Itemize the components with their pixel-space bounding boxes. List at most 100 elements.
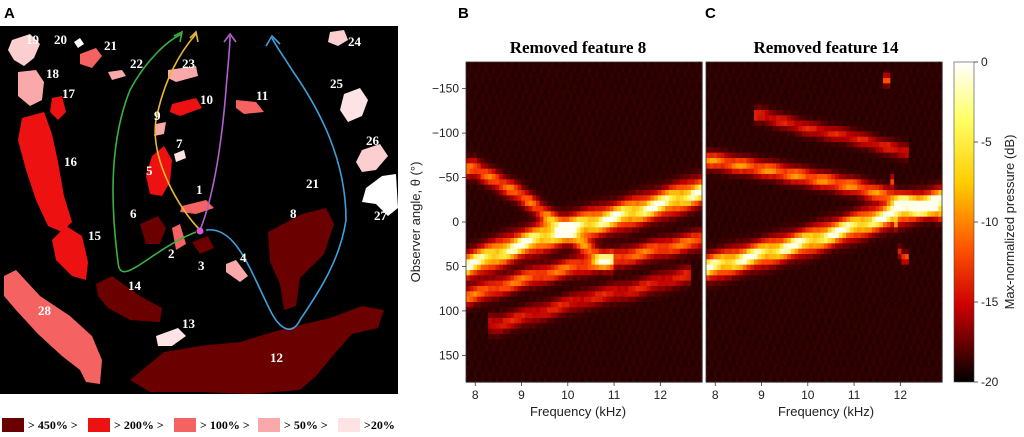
heatmap-cell <box>591 115 596 122</box>
heatmap-cell <box>528 318 533 324</box>
heatmap-cell <box>536 355 541 362</box>
heatmap-cell <box>735 78 740 84</box>
heatmap-cell <box>513 238 519 244</box>
heatmap-cell <box>606 88 611 95</box>
heatmap-cell <box>654 142 659 148</box>
heatmap-cell <box>713 99 718 106</box>
heatmap-cell <box>742 259 748 266</box>
heatmap-cell <box>528 195 533 202</box>
heatmap-cell <box>606 174 611 180</box>
heatmap-cell <box>731 94 737 100</box>
heatmap-cell <box>595 195 600 202</box>
heatmap-cell <box>502 366 508 372</box>
heatmap-cell <box>572 147 578 154</box>
heatmap-cell <box>572 270 578 276</box>
heatmap-cell <box>728 275 733 282</box>
heatmap-cell <box>757 152 762 159</box>
heatmap-cell <box>757 264 762 271</box>
heatmap-cell <box>643 120 648 127</box>
heatmap-cell <box>739 286 744 292</box>
heatmap-cell <box>510 131 515 138</box>
heatmap-cell <box>750 67 755 74</box>
heatmap-cell <box>617 152 622 159</box>
heatmap-cell <box>484 142 489 148</box>
heatmap-cell <box>720 312 726 319</box>
heatmap-cell <box>547 328 552 335</box>
legend-swatch <box>338 418 360 432</box>
heatmap-cell <box>558 302 563 308</box>
heatmap-cell <box>521 238 526 244</box>
heatmap-cell <box>609 115 615 122</box>
heatmap-cell <box>631 184 637 191</box>
heatmap-cell <box>565 254 570 260</box>
heatmap-cell <box>477 152 482 159</box>
heatmap-cell <box>661 131 666 138</box>
heatmap-cell <box>565 110 570 116</box>
heatmap-cell <box>709 344 714 351</box>
heatmap-cell <box>543 275 548 282</box>
heatmap-cell <box>602 152 607 159</box>
heatmap-cell <box>539 344 545 351</box>
heatmap-cell <box>499 72 504 79</box>
heatmap-cell <box>591 296 596 303</box>
heatmap-cell <box>717 67 722 74</box>
heatmap-cell <box>724 94 729 100</box>
heatmap-cell <box>539 366 545 372</box>
heatmap-cell <box>495 158 500 164</box>
heatmap-cell <box>561 195 567 202</box>
heatmap-cell <box>720 99 726 106</box>
heatmap-cell <box>580 328 585 335</box>
heatmap-cell <box>517 254 522 260</box>
heatmap-cell <box>709 211 714 218</box>
heatmap-cell <box>624 195 629 202</box>
heatmap-cell <box>628 376 633 383</box>
heatmap-cell <box>679 206 685 212</box>
heatmap-cell <box>547 334 552 340</box>
heatmap-cell <box>517 238 522 244</box>
heatmap-cell <box>620 366 626 372</box>
heatmap-cell <box>595 291 600 298</box>
heatmap-cell <box>639 136 644 143</box>
heatmap-cell <box>724 254 729 260</box>
heatmap-cell <box>609 296 615 303</box>
heatmap-cell <box>510 200 515 207</box>
heatmap-cell <box>706 104 711 111</box>
heatmap-cell <box>499 238 504 244</box>
heatmap-cell <box>587 110 592 116</box>
heatmap-cell <box>525 302 530 308</box>
heatmap-cell <box>646 78 651 84</box>
heatmap-cell <box>606 62 611 68</box>
heatmap-cell <box>728 302 733 308</box>
heatmap-cell <box>584 366 589 372</box>
heatmap-cell <box>480 312 486 319</box>
heatmap-cell <box>595 227 600 234</box>
heatmap-cell <box>665 344 670 351</box>
blue-path <box>205 37 347 330</box>
heatmap-cell <box>683 275 688 282</box>
heatmap-cell <box>558 99 563 106</box>
heatmap-cell <box>742 110 748 116</box>
heatmap-cell <box>720 216 726 223</box>
heatmap-cell <box>502 115 508 122</box>
heatmap-cell <box>525 120 530 127</box>
heatmap-cell <box>572 232 578 239</box>
heatmap-cell <box>668 227 674 234</box>
heatmap-cell <box>558 275 563 282</box>
heatmap-cell <box>606 339 611 346</box>
heatmap-cell <box>661 222 666 228</box>
heatmap-cell <box>572 264 578 271</box>
heatmap-cell <box>679 366 685 372</box>
heatmap-cell <box>539 190 545 196</box>
heatmap-cell <box>488 115 493 122</box>
heatmap-cell <box>753 286 759 292</box>
heatmap-cell <box>565 264 570 271</box>
heatmap-cell <box>584 312 589 319</box>
heatmap-cell <box>672 312 677 319</box>
heatmap-cell <box>742 270 748 276</box>
heatmap-cell <box>510 104 515 111</box>
feature-shapes <box>4 30 398 394</box>
heatmap-cell <box>724 67 729 74</box>
heatmap-cell <box>580 323 585 330</box>
heatmap-cell <box>624 296 629 303</box>
heatmap-cell <box>728 334 733 340</box>
